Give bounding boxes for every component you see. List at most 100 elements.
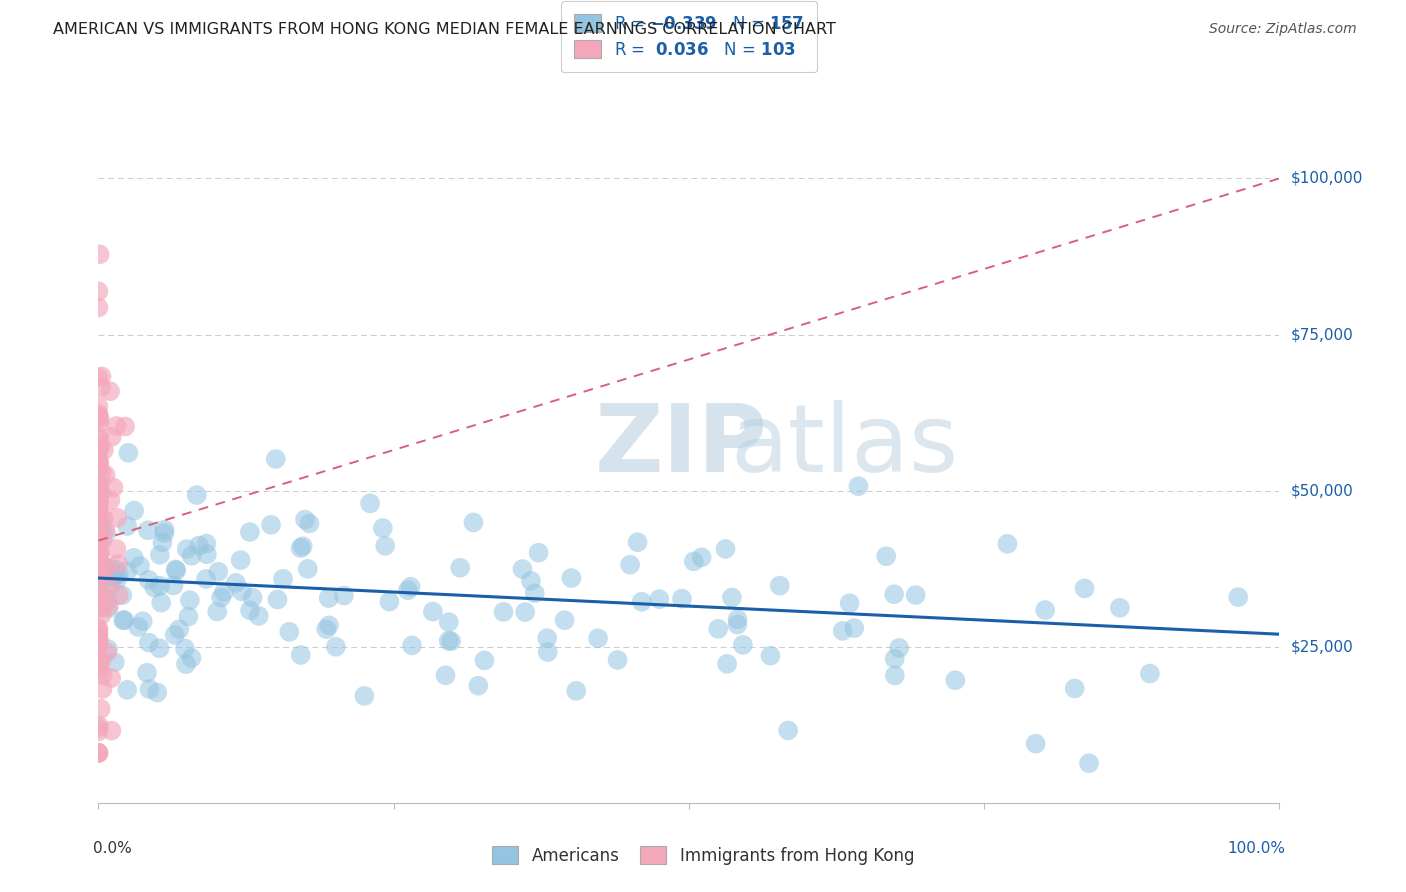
Point [231,584,253,599]
Point [87,633,110,648]
Point [1139,666,1161,681]
Point [648,592,671,607]
Point [492,605,515,619]
Point [247,608,270,623]
Point [90,607,112,622]
Point [97,577,120,591]
Point [87,536,110,550]
Point [89,592,111,607]
Point [138,635,160,649]
Point [838,596,860,610]
Point [721,591,744,605]
Point [536,631,558,645]
Point [1108,600,1130,615]
Point [1025,737,1047,751]
Point [87,494,110,508]
Point [97,642,120,657]
Point [87,483,110,498]
Point [105,510,128,524]
Point [153,526,176,541]
Point [87,370,110,384]
Point [136,665,159,680]
Point [297,562,319,576]
Point [87,553,110,567]
Point [527,546,550,560]
Point [463,516,485,530]
Point [586,632,609,646]
Point [264,452,287,467]
Point [831,624,853,638]
Point [195,536,218,550]
Point [90,573,112,587]
Point [565,684,588,698]
Point [94,526,117,541]
Point [422,605,444,619]
Point [87,433,110,447]
Point [91,668,114,682]
Point [89,440,111,454]
Point [87,549,110,563]
Point [104,563,127,577]
Point [87,407,110,421]
Point [89,412,111,426]
Point [209,591,232,605]
Point [89,416,111,430]
Point [520,574,543,588]
Point [87,626,110,640]
Point [107,588,129,602]
Point [943,673,966,688]
Point [90,466,112,480]
Point [87,442,110,457]
Point [138,573,160,587]
Point [87,400,110,414]
Point [98,561,121,575]
Text: ZIP: ZIP [595,400,768,491]
Point [401,639,423,653]
Point [560,571,582,585]
Text: Source: ZipAtlas.com: Source: ZipAtlas.com [1209,22,1357,37]
Point [167,622,190,636]
Point [626,535,648,549]
Point [112,613,135,627]
Point [904,588,927,602]
Point [396,583,419,598]
Point [90,380,112,394]
Point [537,645,560,659]
Point [100,671,122,685]
Point [89,547,111,561]
Point [100,723,122,738]
Point [87,502,110,516]
Point [96,593,118,607]
Point [149,548,172,562]
Point [318,591,340,605]
Point [87,596,110,610]
Point [89,457,111,471]
Point [87,632,110,647]
Point [129,558,152,573]
Point [87,453,110,467]
Point [87,591,110,606]
Point [333,589,356,603]
Point [212,585,235,599]
Point [87,571,110,585]
Point [87,621,110,635]
Point [150,596,173,610]
Point [374,539,396,553]
Point [87,541,110,555]
Point [318,618,340,632]
Point [87,718,110,732]
Point [207,605,229,619]
Point [165,562,187,576]
Point [180,651,202,665]
Point [179,593,201,607]
Point [89,478,111,492]
Point [371,521,394,535]
Point [87,631,110,645]
Point [180,549,202,563]
Legend: Americans, Immigrants from Hong Kong: Americans, Immigrants from Hong Kong [482,836,924,875]
Point [523,586,546,600]
Point [100,493,122,508]
Point [1073,582,1095,596]
Point [727,612,749,626]
Point [87,636,110,650]
